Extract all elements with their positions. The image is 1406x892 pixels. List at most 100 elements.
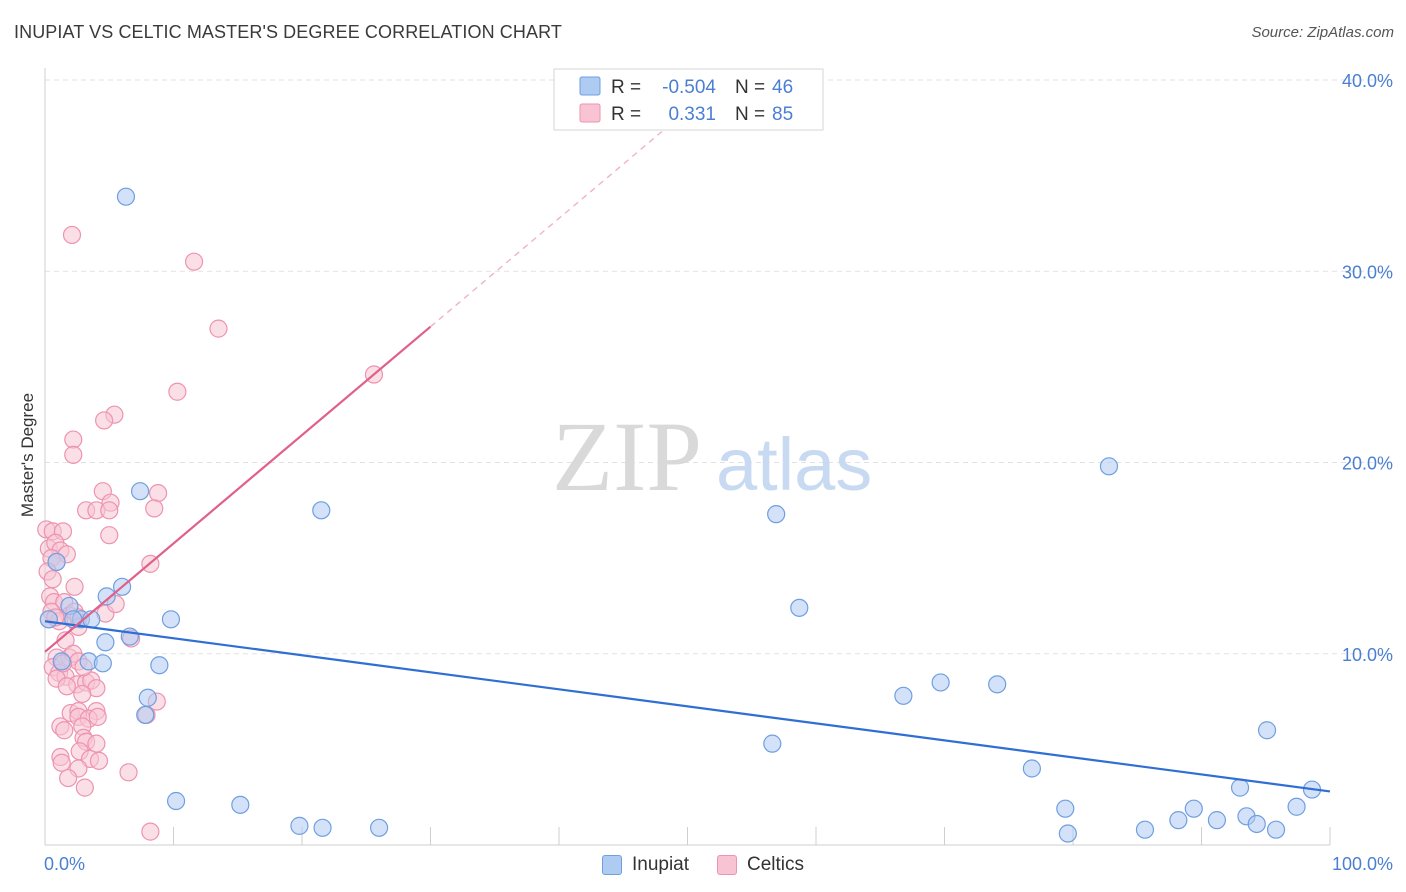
- celtics-point-4[interactable]: [168, 382, 187, 401]
- celtics-point-79[interactable]: [59, 768, 78, 788]
- inupiat-point-27[interactable]: [894, 686, 913, 705]
- celtics-r-label: R =: [611, 104, 641, 125]
- celtics-stats-swatch: [579, 103, 601, 123]
- celtics-point-27[interactable]: [43, 570, 62, 589]
- inupiat-point-45[interactable]: [47, 552, 66, 572]
- celtics-point-76[interactable]: [89, 751, 109, 770]
- celtics-point-7[interactable]: [64, 430, 83, 449]
- inupiat-point-30[interactable]: [1022, 759, 1041, 778]
- celtics-point-6[interactable]: [95, 411, 114, 430]
- celtics-point-57[interactable]: [73, 684, 92, 704]
- inupiat-point-31[interactable]: [1099, 457, 1119, 476]
- inupiat-point-35[interactable]: [1169, 811, 1188, 830]
- celtics-point-14[interactable]: [100, 501, 119, 520]
- celtics-point-10[interactable]: [148, 484, 168, 503]
- inupiat-point-36[interactable]: [1184, 799, 1203, 818]
- celtics-point-53[interactable]: [57, 677, 76, 696]
- y-tick-label-1: 20.0%: [1342, 454, 1393, 474]
- celtics-point-71[interactable]: [87, 734, 106, 753]
- celtics-point-78[interactable]: [119, 763, 138, 782]
- inupiat-point-17[interactable]: [138, 688, 157, 707]
- celtics-point-67[interactable]: [55, 721, 74, 740]
- inupiat-point-13[interactable]: [93, 654, 112, 673]
- inupiat-point-42[interactable]: [1257, 721, 1277, 740]
- celtics-trend-line: [44, 325, 432, 653]
- celtics-point-28[interactable]: [65, 577, 84, 596]
- watermark-zip: ZIP: [552, 401, 702, 512]
- inupiat-point-24[interactable]: [763, 734, 782, 753]
- celtics-point-2[interactable]: [209, 319, 228, 338]
- inupiat-point-14[interactable]: [96, 633, 115, 652]
- inupiat-point-2[interactable]: [312, 501, 331, 520]
- celtics-points: [37, 225, 384, 841]
- inupiat-point-1[interactable]: [130, 482, 150, 501]
- inupiat-r-label: R =: [611, 77, 641, 98]
- inupiat-point-32[interactable]: [1056, 799, 1075, 818]
- inupiat-point-22[interactable]: [313, 818, 332, 837]
- inupiat-point-0[interactable]: [116, 187, 136, 206]
- y-axis-label: Master's Degree: [18, 393, 37, 517]
- inupiat-point-41[interactable]: [1266, 820, 1286, 839]
- inupiat-point-11[interactable]: [52, 652, 71, 671]
- source-label: Source: ZipAtlas.com: [1251, 24, 1394, 41]
- tick-labels: 10.0% 20.0% 30.0% 40.0% 0.0% 100.0%: [44, 71, 1393, 874]
- inupiat-point-8[interactable]: [161, 610, 181, 629]
- inupiat-r-value: -0.504: [662, 77, 716, 98]
- inupiat-point-3[interactable]: [39, 610, 58, 629]
- celtics-point-1[interactable]: [184, 252, 204, 271]
- celtics-point-80[interactable]: [75, 778, 94, 797]
- inupiat-point-21[interactable]: [290, 816, 309, 835]
- inupiat-n-label: N =: [735, 77, 765, 98]
- inupiat-point-34[interactable]: [1135, 820, 1155, 839]
- celtics-point-74[interactable]: [52, 753, 71, 772]
- celtics-point-16[interactable]: [100, 526, 119, 545]
- x-tick-label-0: 0.0%: [44, 854, 85, 874]
- inupiat-point-23[interactable]: [370, 818, 389, 837]
- inupiat-point-37[interactable]: [1207, 811, 1227, 830]
- celtics-point-81[interactable]: [141, 822, 160, 841]
- inupiat-point-19[interactable]: [166, 791, 186, 811]
- legend-label-celtics: Celtics: [747, 854, 805, 875]
- watermark-atlas: atlas: [716, 423, 872, 506]
- celtics-n-value: 85: [772, 104, 793, 125]
- inupiat-point-6[interactable]: [97, 587, 116, 606]
- chart-title: INUPIAT VS CELTIC MASTER'S DEGREE CORREL…: [14, 22, 562, 42]
- watermark: ZIP atlas: [552, 401, 872, 512]
- y-tick-label-2: 30.0%: [1342, 262, 1393, 282]
- x-tick-label-1: 100.0%: [1332, 854, 1393, 874]
- celtics-r-value: 0.331: [668, 104, 716, 125]
- celtics-swatch: [717, 855, 738, 875]
- legend-item-celtics[interactable]: Celtics: [717, 854, 804, 876]
- inupiat-point-20[interactable]: [231, 795, 250, 814]
- legend-label-inupiat: Inupiat: [631, 854, 690, 875]
- inupiat-point-29[interactable]: [988, 675, 1007, 694]
- inupiat-point-38[interactable]: [1230, 778, 1250, 797]
- inupiat-point-25[interactable]: [767, 505, 786, 524]
- celtics-point-15[interactable]: [145, 499, 164, 518]
- legend-item-inupiat[interactable]: Inupiat: [601, 854, 690, 876]
- inupiat-stats-swatch: [579, 76, 601, 96]
- inupiat-point-40[interactable]: [1247, 814, 1266, 834]
- trend-lines: [44, 131, 1331, 793]
- inupiat-n-value: 46: [772, 77, 793, 98]
- inupiat-trend-line: [44, 620, 1331, 793]
- inupiat-points: [39, 187, 1322, 843]
- y-tick-label-3: 40.0%: [1342, 71, 1393, 91]
- inupiat-point-33[interactable]: [1058, 824, 1077, 843]
- y-tick-label-0: 10.0%: [1342, 645, 1393, 665]
- celtics-point-8[interactable]: [64, 445, 83, 464]
- inupiat-swatch: [601, 855, 622, 875]
- inupiat-point-18[interactable]: [136, 705, 155, 725]
- celtics-trend-extension: [430, 131, 663, 328]
- inupiat-point-28[interactable]: [931, 673, 950, 692]
- stats-legend: R = -0.504 N = 46 R = 0.331 N = 85: [553, 68, 824, 131]
- celtics-point-64[interactable]: [88, 707, 107, 726]
- inupiat-point-43[interactable]: [1287, 797, 1306, 816]
- celtics-point-0[interactable]: [62, 225, 82, 245]
- inupiat-point-16[interactable]: [150, 656, 169, 675]
- inupiat-point-26[interactable]: [790, 598, 809, 617]
- series-legend: Inupiat Celtics: [0, 850, 1406, 880]
- celtics-n-label: N =: [735, 104, 765, 125]
- grid-lines: [45, 79, 1392, 655]
